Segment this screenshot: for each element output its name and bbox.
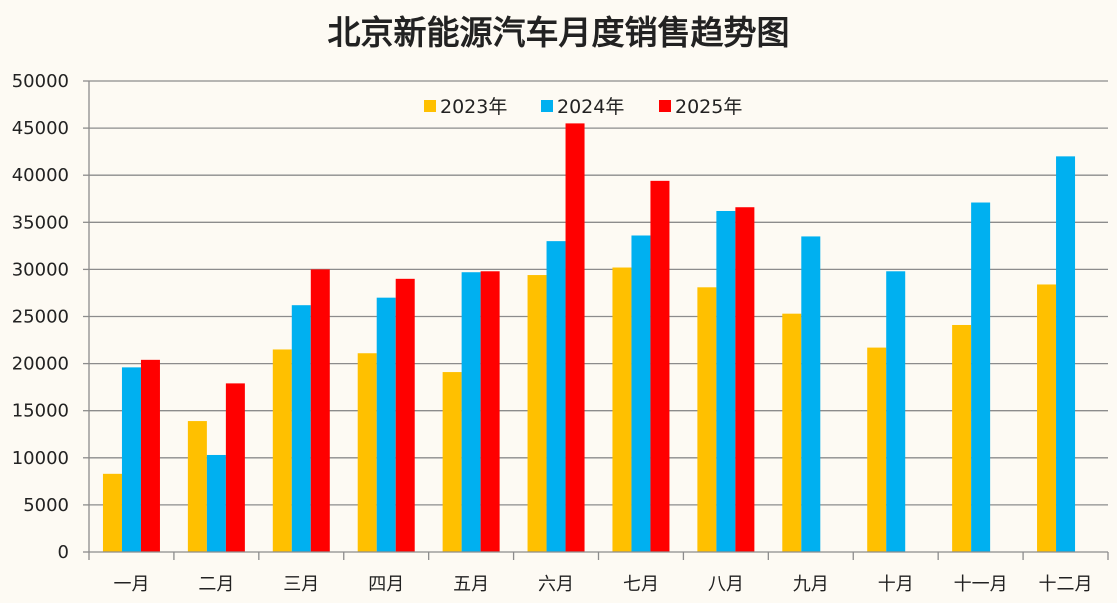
bar-2025年-八月	[735, 207, 755, 552]
x-tick-label: 五月	[453, 574, 489, 595]
y-tick-label: 30000	[12, 259, 69, 280]
y-tick-label: 35000	[12, 212, 69, 233]
x-tick-label: 九月	[793, 574, 829, 595]
bar-2025年-一月	[140, 359, 160, 552]
bar-2024年-四月	[376, 297, 396, 552]
legend-swatch	[424, 100, 436, 112]
legend-swatch	[541, 100, 553, 112]
bar-2024年-十一月	[971, 202, 991, 552]
bar-2024年-六月	[546, 241, 566, 552]
y-tick-label: 15000	[12, 401, 69, 422]
y-tick-label: 5000	[23, 495, 69, 516]
bar-2024年-十月	[886, 271, 906, 552]
x-tick-label: 二月	[198, 574, 234, 595]
bar-2024年-十二月	[1056, 156, 1076, 553]
gridlines	[89, 80, 1108, 506]
y-tick-label: 10000	[12, 448, 69, 469]
bar-2023年-四月	[357, 353, 377, 552]
bar-2023年-六月	[527, 275, 547, 552]
legend-label: 2024年	[557, 96, 624, 118]
chart-title: 北京新能源汽车月度销售趋势图	[327, 13, 790, 52]
x-tick-label: 十月	[878, 574, 914, 595]
legend-label: 2025年	[675, 96, 742, 118]
bar-2023年-三月	[272, 349, 292, 552]
legend-label: 2023年	[440, 96, 507, 118]
bar-2023年-一月	[102, 473, 122, 552]
bar-2024年-七月	[631, 235, 651, 552]
bar-2025年-四月	[395, 278, 415, 552]
legend-item: 2024年	[541, 96, 624, 118]
x-tick-label: 十二月	[1039, 574, 1093, 595]
bars	[102, 123, 1076, 553]
bar-2024年-三月	[291, 305, 311, 552]
x-tick-label: 四月	[368, 574, 404, 595]
legend-swatch	[659, 100, 671, 112]
y-tick-label: 20000	[12, 354, 69, 375]
bar-2023年-十月	[867, 347, 887, 552]
bar-2023年-十二月	[1037, 284, 1057, 552]
bar-2023年-十一月	[952, 324, 972, 552]
bar-2023年-五月	[442, 372, 462, 552]
bar-2025年-二月	[225, 383, 245, 552]
x-tick-label: 三月	[283, 574, 319, 595]
bar-2023年-二月	[187, 421, 207, 552]
bar-2025年-五月	[480, 271, 500, 552]
y-tick-label: 45000	[12, 118, 69, 139]
y-tick-label: 40000	[12, 165, 69, 186]
bar-2025年-七月	[650, 180, 670, 553]
bar-2024年-九月	[801, 236, 821, 552]
bar-2023年-七月	[612, 267, 632, 552]
legend-item: 2025年	[659, 96, 742, 118]
bar-2024年-二月	[206, 454, 226, 552]
bar-2024年-一月	[121, 367, 141, 552]
x-tick-label: 十一月	[954, 574, 1008, 595]
y-tick-label: 50000	[12, 71, 69, 92]
y-axis-ticks: 0 5000 10000 15000 20000 25000 30000 35000 40000…	[12, 71, 89, 563]
x-axis-labels: 一月 二月 三月 四月 五月 六月 七月 八月 九月 十月 十一月 十二月	[113, 574, 1092, 595]
bar-2024年-五月	[461, 272, 481, 552]
y-tick-label: 0	[58, 542, 69, 563]
bar-2025年-六月	[565, 123, 585, 552]
x-tick-label: 六月	[538, 574, 574, 595]
legend: 2023年 2024年 2025年	[424, 96, 742, 118]
bar-2023年-八月	[697, 287, 717, 552]
bar-2024年-八月	[716, 210, 736, 552]
x-tick-label: 七月	[623, 574, 659, 595]
x-tick-label: 一月	[113, 574, 149, 595]
y-tick-label: 25000	[12, 307, 69, 328]
legend-item: 2023年	[424, 96, 507, 118]
x-tick-label: 八月	[708, 574, 744, 595]
bar-2025年-三月	[310, 269, 330, 552]
bar-2023年-九月	[782, 313, 802, 552]
axes	[88, 81, 1109, 560]
